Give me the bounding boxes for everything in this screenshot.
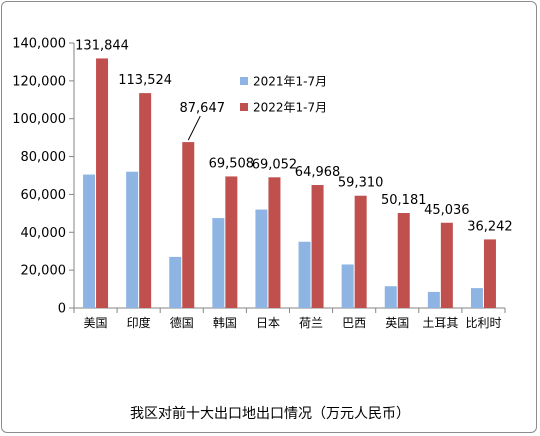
bar-2022 — [225, 176, 238, 308]
y-tick-label: 80,000 — [21, 150, 67, 165]
x-tick-label: 巴西 — [342, 316, 366, 330]
data-label-2022: 131,844 — [75, 38, 129, 53]
bar-2022 — [440, 222, 453, 308]
data-label-2022: 69,052 — [252, 157, 298, 172]
y-tick-label: 140,000 — [12, 37, 66, 52]
data-label-2022: 59,310 — [338, 176, 384, 191]
chart-title: 我区对前十大出口地出口情况（万元人民币） — [130, 405, 410, 422]
bar-2021 — [126, 171, 139, 308]
bar-2021 — [212, 218, 225, 308]
data-label-2022: 64,968 — [295, 165, 341, 180]
legend-swatch-2022 — [240, 103, 248, 111]
bar-2021 — [83, 174, 96, 308]
bar-2022 — [397, 213, 410, 308]
bar-2021 — [341, 264, 354, 308]
bar-2022 — [354, 195, 367, 308]
legend-label-2022: 2022年1-7月 — [253, 101, 327, 115]
bar-2021 — [384, 286, 397, 308]
label-leader-line — [187, 115, 201, 141]
bar-2021 — [255, 209, 268, 308]
x-tick-label: 印度 — [127, 315, 151, 330]
y-tick-label: 100,000 — [12, 112, 66, 127]
x-tick-label: 英国 — [385, 316, 409, 330]
x-tick-label: 日本 — [256, 316, 280, 330]
bar-2021 — [470, 288, 483, 308]
x-tick-label: 美国 — [84, 316, 108, 330]
data-label-2022: 36,242 — [467, 219, 513, 234]
y-tick-label: 120,000 — [12, 74, 66, 89]
bar-2022 — [182, 142, 195, 308]
x-tick-label: 比利时 — [465, 316, 501, 330]
bar-2022 — [483, 239, 496, 308]
y-tick-label: 20,000 — [21, 264, 67, 279]
bar-2021 — [427, 291, 440, 308]
y-tick-label: 40,000 — [21, 226, 67, 241]
bar-2022 — [268, 177, 281, 308]
x-tick-label: 土耳其 — [422, 316, 458, 330]
data-label-2022: 87,647 — [180, 101, 226, 116]
data-label-2022: 113,524 — [118, 73, 172, 88]
bar-2022 — [311, 185, 324, 308]
y-tick-label: 0 — [58, 302, 66, 317]
legend-swatch-2021 — [240, 77, 248, 85]
legend-label-2021: 2021年1-7月 — [253, 75, 327, 89]
chart-legend: 2021年1-7月 2022年1-7月 — [240, 75, 327, 115]
x-tick-label: 荷兰 — [299, 316, 323, 330]
bar-2021 — [169, 256, 182, 308]
x-tick-label: 德国 — [170, 315, 194, 330]
data-label-2022: 45,036 — [424, 203, 470, 218]
bar-2021 — [298, 241, 311, 308]
chart-axes: 0 20,000 40,000 60,000 80,000 100,000 120,000 1… — [12, 37, 506, 330]
data-label-2022: 69,508 — [209, 156, 255, 171]
bar-2022 — [96, 58, 109, 309]
bar-2022 — [139, 93, 152, 308]
chart-bars — [83, 58, 496, 309]
y-tick-label: 60,000 — [21, 188, 67, 203]
data-label-2022: 50,181 — [381, 193, 427, 208]
x-tick-label: 韩国 — [213, 315, 237, 330]
chart-data-labels: 131,844 113,524 87,647 69,50869,05264,96859… — [75, 38, 513, 234]
